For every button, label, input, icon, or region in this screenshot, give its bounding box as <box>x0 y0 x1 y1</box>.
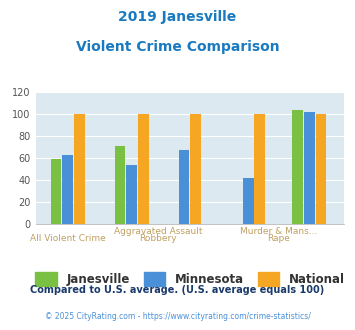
Text: 2019 Janesville: 2019 Janesville <box>118 10 237 24</box>
Bar <box>293 110 303 224</box>
Text: Violent Crime Comparison: Violent Crime Comparison <box>76 40 279 53</box>
Text: Murder & Mans...: Murder & Mans... <box>240 227 317 236</box>
Bar <box>304 112 315 224</box>
Bar <box>190 115 201 224</box>
Bar <box>255 115 265 224</box>
Text: © 2025 CityRating.com - https://www.cityrating.com/crime-statistics/: © 2025 CityRating.com - https://www.city… <box>45 312 310 321</box>
Text: Compared to U.S. average. (U.S. average equals 100): Compared to U.S. average. (U.S. average … <box>31 285 324 295</box>
Text: All Violent Crime: All Violent Crime <box>30 234 105 243</box>
Text: Rape: Rape <box>267 234 290 243</box>
Bar <box>74 115 84 224</box>
Bar <box>115 146 125 224</box>
Bar <box>50 159 61 224</box>
Bar <box>179 149 190 224</box>
Text: Robbery: Robbery <box>139 234 177 243</box>
Text: Aggravated Assault: Aggravated Assault <box>114 227 202 236</box>
Legend: Janesville, Minnesota, National: Janesville, Minnesota, National <box>31 267 349 290</box>
Bar <box>243 178 253 224</box>
Bar <box>62 155 73 224</box>
Bar <box>138 115 149 224</box>
Bar <box>126 165 137 224</box>
Bar <box>316 115 326 224</box>
